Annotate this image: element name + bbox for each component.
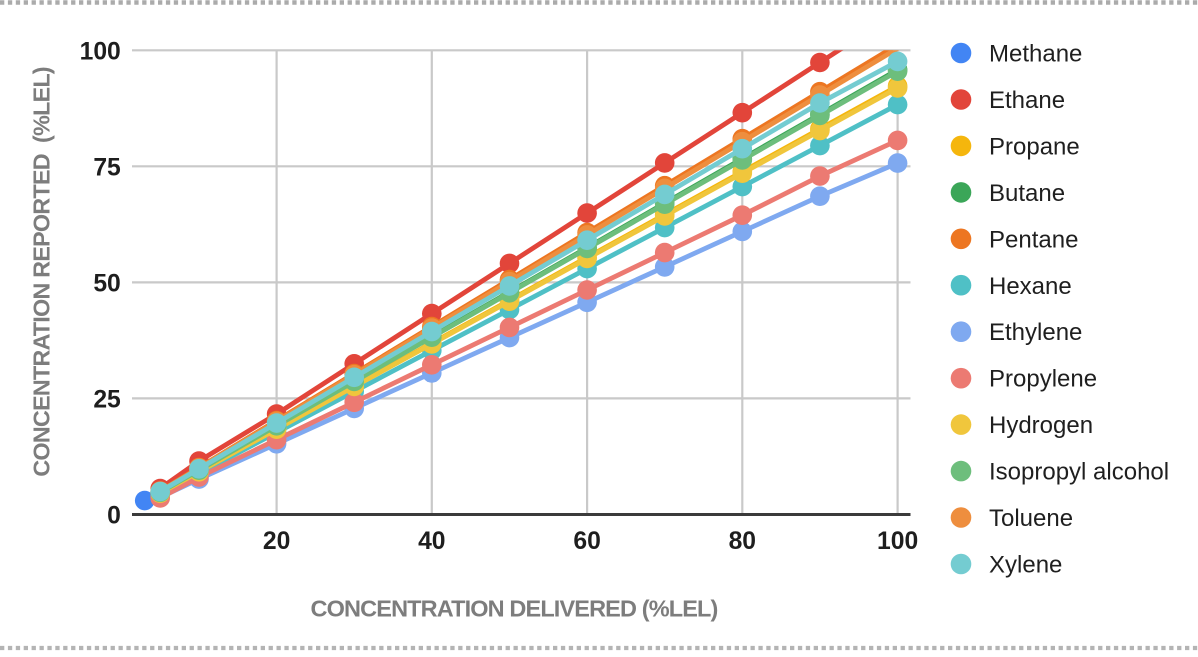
svg-text:Ethylene: Ethylene — [989, 319, 1082, 346]
svg-text:CONCENTRATION DELIVERED (%LEL): CONCENTRATION DELIVERED (%LEL) — [311, 596, 718, 622]
svg-text:Isopropyl alcohol: Isopropyl alcohol — [989, 459, 1169, 486]
svg-text:Xylene: Xylene — [989, 552, 1062, 579]
svg-text:Pentane: Pentane — [989, 226, 1078, 253]
svg-text:40: 40 — [418, 528, 445, 555]
svg-text:Hexane: Hexane — [989, 273, 1072, 300]
svg-text:Propylene: Propylene — [989, 366, 1097, 393]
svg-text:Toluene: Toluene — [989, 505, 1073, 532]
svg-text:CONCENTRATION REPORTED (%LEL): CONCENTRATION REPORTED (%LEL) — [28, 67, 54, 477]
svg-text:0: 0 — [107, 503, 121, 530]
svg-text:50: 50 — [93, 270, 120, 297]
svg-text:80: 80 — [729, 528, 756, 555]
svg-text:Methane: Methane — [989, 41, 1082, 68]
svg-text:100: 100 — [80, 38, 121, 65]
svg-text:Ethane: Ethane — [989, 87, 1065, 114]
svg-text:Hydrogen: Hydrogen — [989, 412, 1093, 439]
svg-text:60: 60 — [573, 528, 600, 555]
svg-text:Propane: Propane — [989, 133, 1080, 160]
svg-text:20: 20 — [263, 528, 290, 555]
svg-text:Butane: Butane — [989, 180, 1065, 207]
svg-text:100: 100 — [877, 528, 918, 555]
svg-text:25: 25 — [93, 386, 121, 413]
svg-text:75: 75 — [93, 154, 121, 181]
